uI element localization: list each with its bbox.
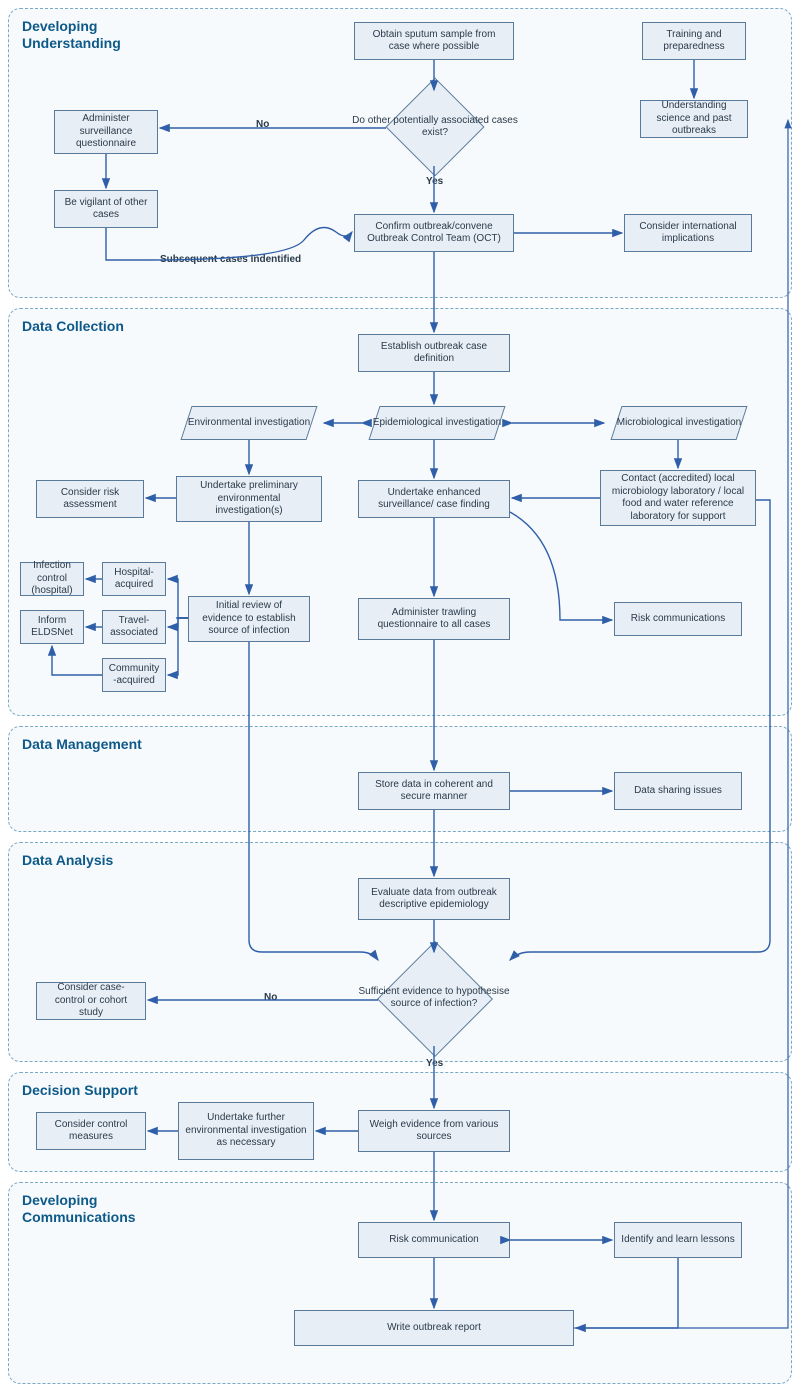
node-weigh-evidence: Weigh evidence from various sources xyxy=(358,1110,510,1152)
edge-label-no2: No xyxy=(262,992,279,1003)
edge-label-yes1: Yes xyxy=(424,176,445,187)
edge-label-subsequent: Subsequent cases indentified xyxy=(158,254,303,265)
section-title-data-collection: Data Collection xyxy=(22,318,124,335)
node-be-vigilant: Be vigilant of other cases xyxy=(54,190,158,228)
edge-label-yes2: Yes xyxy=(424,1058,445,1069)
node-micro-inv-text: Microbiological investigation xyxy=(610,406,748,440)
node-understanding-science: Understanding science and past outbreaks xyxy=(640,100,748,138)
node-establish-case-def: Establish outbreak case definition xyxy=(358,334,510,372)
node-admin-surv-q: Administer surveillance questionnaire xyxy=(54,110,158,154)
node-consider-risk: Consider risk assessment xyxy=(36,480,144,518)
node-training-preparedness: Training and preparedness xyxy=(642,22,746,60)
section-title-data-analysis: Data Analysis xyxy=(22,852,113,869)
node-evaluate-data: Evaluate data from outbreak descriptive … xyxy=(358,878,510,920)
node-consider-intl: Consider international implications xyxy=(624,214,752,252)
node-identify-lessons: Identify and learn lessons xyxy=(614,1222,742,1258)
section-title-developing-communications: Developing Communications xyxy=(22,1192,136,1226)
section-title-decision-support: Decision Support xyxy=(22,1082,138,1099)
node-undertake-enhanced: Undertake enhanced surveillance/ case fi… xyxy=(358,480,510,518)
node-community-acq: Community -acquired xyxy=(102,658,166,692)
node-consider-case-control: Consider case-control or cohort study xyxy=(36,982,146,1020)
section-title-data-management: Data Management xyxy=(22,736,142,753)
node-confirm-outbreak: Confirm outbreak/convene Outbreak Contro… xyxy=(354,214,514,252)
node-epi-inv-text: Epidemiological investigation xyxy=(368,406,506,440)
section-data-analysis xyxy=(8,842,792,1062)
node-infection-control: Infection control (hospital) xyxy=(20,562,84,596)
node-initial-review: Initial review of evidence to establish … xyxy=(188,596,310,642)
node-risk-comms: Risk communications xyxy=(614,602,742,636)
edge-label-no1: No xyxy=(254,119,271,130)
node-undertake-prelim: Undertake preliminary environmental inve… xyxy=(176,476,322,522)
node-admin-trawling: Administer trawling questionnaire to all… xyxy=(358,598,510,640)
node-consider-control: Consider control measures xyxy=(36,1112,146,1150)
node-undertake-further: Undertake further environmental investig… xyxy=(178,1102,314,1160)
node-write-report: Write outbreak report xyxy=(294,1310,574,1346)
node-env-inv-text: Environmental investigation xyxy=(180,406,318,440)
node-assoc-cases-decision-text: Do other potentially associated cases ex… xyxy=(350,102,520,152)
node-risk-comm2: Risk communication xyxy=(358,1222,510,1258)
node-obtain-sputum: Obtain sputum sample from case where pos… xyxy=(354,22,514,60)
node-travel-assoc: Travel-associated xyxy=(102,610,166,644)
node-store-data: Store data in coherent and secure manner xyxy=(358,772,510,810)
section-title-developing-understanding: Developing Understanding xyxy=(22,18,121,52)
node-sufficient-evidence-text: Sufficient evidence to hypothesise sourc… xyxy=(358,970,510,1026)
node-hospital-acq: Hospital-acquired xyxy=(102,562,166,596)
node-data-sharing: Data sharing issues xyxy=(614,772,742,810)
node-contact-lab: Contact (accredited) local microbiology … xyxy=(600,470,756,526)
node-inform-eldsnet: Inform ELDSNet xyxy=(20,610,84,644)
